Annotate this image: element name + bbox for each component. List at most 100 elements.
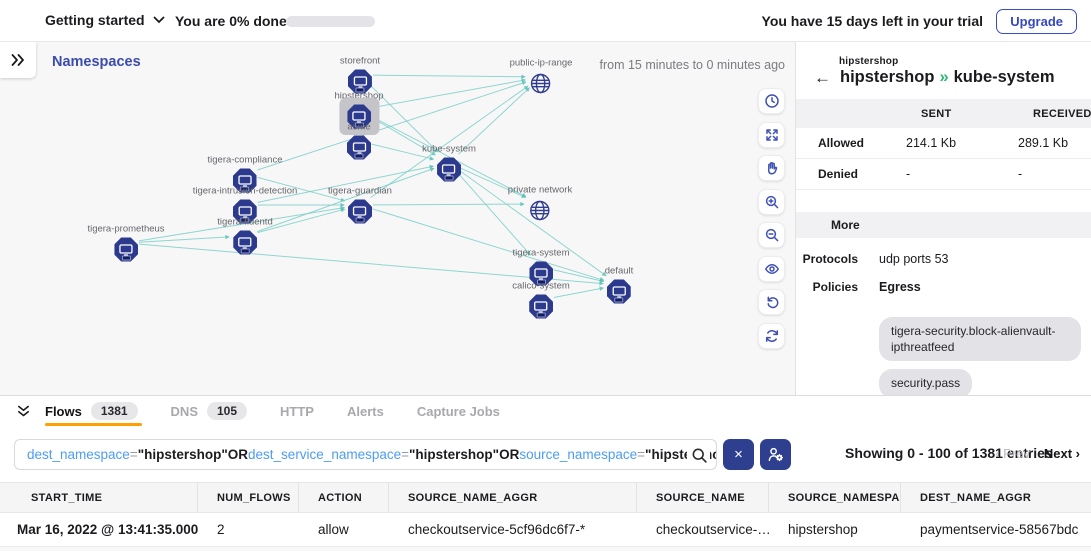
- tab-flows[interactable]: Flows 1381: [45, 396, 142, 426]
- tab-capture-jobs[interactable]: Capture Jobs: [417, 396, 500, 426]
- user-gear-icon: [768, 447, 784, 462]
- pan-hand-button[interactable]: [758, 155, 785, 181]
- graph-node-tigera-system[interactable]: tigera-system: [512, 247, 570, 287]
- double-chevron-right-icon: [11, 54, 24, 66]
- top-bar: Getting started You are 0% done You have…: [0, 0, 1091, 42]
- cell-source_name_aggr: checkoutservice-5cf96dc6f7-*: [408, 522, 586, 537]
- prev-page-button[interactable]: ‹ Prev: [995, 446, 1030, 461]
- zoom-out-button[interactable]: [758, 222, 785, 248]
- flows-table-body: Mar 16, 2022 @ 13:41:35.000 2 allow checkou…: [0, 513, 1091, 547]
- graph-node-default[interactable]: default: [605, 266, 633, 305]
- collapse-panel-button[interactable]: [13, 401, 33, 421]
- query-bool: OR: [499, 447, 520, 462]
- column-header-start_time: START_TIME: [0, 483, 198, 512]
- undo-button[interactable]: [758, 289, 785, 315]
- graph-node-tigera-prometheus[interactable]: tigera-prometheus: [87, 223, 165, 263]
- namespace-icon: [607, 279, 631, 304]
- graph-title: Namespaces: [52, 54, 141, 70]
- graph-node-label: hipstershop: [334, 90, 384, 102]
- flows-search-row: dest_namespace = "hipstershop" OR dest_s…: [0, 426, 1091, 482]
- back-arrow-icon[interactable]: ←: [814, 68, 831, 87]
- query-op: =: [129, 447, 138, 462]
- graph-node-kube-system[interactable]: kube-system: [422, 144, 476, 183]
- tab-alerts[interactable]: Alerts: [347, 396, 384, 426]
- namespace-badge: [354, 153, 364, 159]
- allowed-received-value: 289.1 Kb: [1018, 136, 1069, 150]
- expand-button[interactable]: [758, 121, 785, 148]
- query-value: "hipstershop": [409, 447, 500, 462]
- namespace-badge: [536, 312, 546, 318]
- column-header-num_flows: NUM_FLOWS: [198, 483, 299, 512]
- zoom-in-icon: [765, 195, 778, 208]
- expand-sidebar-button[interactable]: [0, 42, 36, 78]
- service-graph-panel: storefront public-ip-range hipstershop a…: [0, 42, 795, 395]
- graph-node-private-network[interactable]: private network: [508, 185, 572, 224]
- denied-row: Denied - -: [796, 159, 1091, 190]
- clock-icon: [764, 94, 779, 108]
- getting-started-label: Getting started: [45, 12, 145, 28]
- allowed-row: Allowed 214.1 Kb 289.1 Kb: [796, 128, 1091, 159]
- namespace-icon: [528, 261, 553, 286]
- graph-node-tigera-guardian[interactable]: tigera-guardian: [328, 186, 392, 225]
- time-range-label: from 15 minutes to 0 minutes ago: [599, 58, 785, 72]
- graph-node-acme[interactable]: acme: [346, 122, 372, 161]
- graph-node-tigera-fluentd[interactable]: tigera-fluentd: [217, 216, 273, 256]
- user-settings-button[interactable]: [760, 439, 791, 470]
- query-value: "hipstershop": [137, 447, 228, 462]
- graph-node-label: tigera-prometheus: [87, 223, 165, 235]
- detail-context-label: hipstershop: [839, 56, 899, 67]
- breadcrumb-separator: »: [939, 68, 949, 86]
- graph-node-tigera-intrusion-detection[interactable]: tigera-intrusion-detection: [193, 186, 297, 225]
- graph-node-public-ip-range[interactable]: public-ip-range: [510, 58, 572, 97]
- column-header-source_namespace: SOURCE_NAMESPACE: [769, 483, 901, 512]
- search-input[interactable]: dest_namespace = "hipstershop" OR dest_s…: [14, 439, 717, 470]
- flows-table-header: START_TIME NUM_FLOWS ACTION SOURCE_NAME_AGG…: [0, 482, 1091, 513]
- pan-hand-icon: [767, 162, 777, 175]
- traffic-stats-table: SENT RECEIVED Allowed 214.1 Kb 289.1 Kb …: [796, 99, 1091, 190]
- graph-node-label: tigera-guardian: [328, 185, 392, 197]
- namespace-badge: [240, 186, 250, 192]
- more-section-header: More: [796, 212, 1091, 238]
- egress-label: Egress: [879, 280, 921, 294]
- received-column-header: RECEIVED: [1033, 107, 1091, 120]
- namespace-badge: [240, 217, 250, 223]
- policy-pill[interactable]: tigera-security.block-alienvault-ipthrea…: [879, 317, 1081, 362]
- namespace-badge: [355, 217, 365, 223]
- cell-dest_name_aggr: paymentservice-58567bdc: [920, 522, 1079, 537]
- tab-label: DNS: [170, 403, 198, 419]
- upgrade-button[interactable]: Upgrade: [996, 9, 1077, 34]
- cell-source_namespace: hipstershop: [788, 522, 858, 537]
- globe-icon: [528, 71, 554, 97]
- graph-node-label: tigera-system: [512, 247, 570, 259]
- getting-started-dropdown[interactable]: Getting started: [45, 12, 165, 28]
- tabs-container: Flows 1381 DNS 105 HTTP Alerts Capture Jobs: [45, 396, 533, 426]
- graph-edges: [138, 74, 607, 298]
- next-page-button[interactable]: Next ›: [1043, 446, 1080, 461]
- graph-node-tigera-compliance[interactable]: tigera-compliance: [208, 155, 282, 194]
- allowed-sent-value: 214.1 Kb: [906, 136, 957, 150]
- graph-node-label: tigera-fluentd: [217, 216, 273, 228]
- tab-label: HTTP: [280, 403, 314, 419]
- tab-http[interactable]: HTTP: [280, 396, 314, 426]
- graph-node-label: storefront: [339, 55, 381, 67]
- graph-node-calico-system[interactable]: calico-system: [512, 281, 570, 320]
- policy-pill[interactable]: security.pass: [879, 369, 973, 395]
- tab-dns[interactable]: DNS 105: [170, 396, 248, 426]
- policies-label: Policies: [812, 280, 858, 294]
- refresh-button[interactable]: [758, 322, 785, 349]
- eye-button[interactable]: [758, 255, 785, 282]
- clear-search-button[interactable]: ×: [723, 439, 754, 470]
- trial-text: You have 15 days left in your trial: [761, 13, 983, 29]
- cell-num_flows: 2: [217, 522, 225, 537]
- protocols-value: udp ports 53: [879, 252, 949, 266]
- namespace-badge: [536, 279, 546, 285]
- main-area: storefront public-ip-range hipstershop a…: [0, 42, 1091, 395]
- zoom-in-button[interactable]: [758, 188, 785, 215]
- query-op: =: [637, 447, 646, 462]
- clock-button[interactable]: [758, 88, 785, 114]
- detail-title: hipstershop» kube-system: [840, 68, 1055, 87]
- tab-count-badge: 1381: [90, 402, 138, 420]
- flow-row[interactable]: Mar 16, 2022 @ 13:41:35.000 2 allow checkou…: [0, 513, 1091, 547]
- graph-node-hipstershop[interactable]: hipstershop: [334, 90, 384, 135]
- graph-node-storefront[interactable]: storefront: [340, 56, 380, 95]
